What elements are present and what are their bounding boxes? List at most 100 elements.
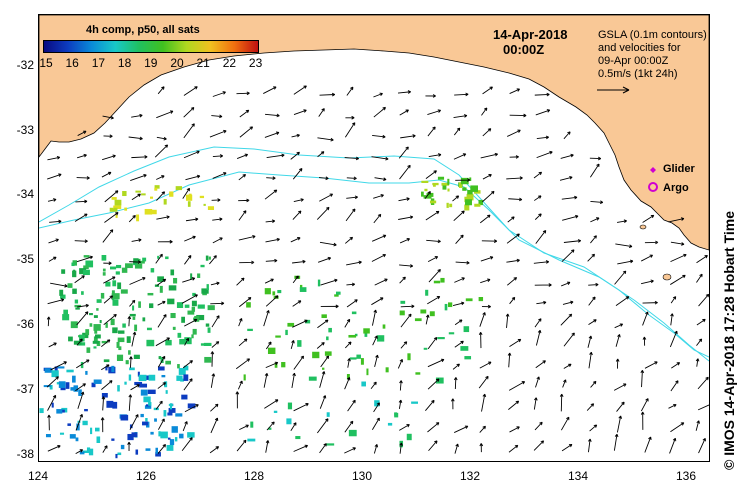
sst-patch [187,310,195,315]
velocity-arrow [506,176,523,180]
velocity-arrow [129,277,146,285]
sst-patch [287,402,293,410]
velocity-arrow [669,330,678,348]
velocity-arrow [76,153,87,159]
legend-argo: Argo [663,182,689,194]
velocity-arrow [212,172,227,179]
velocity-arrow [668,217,685,223]
velocity-arrow [319,371,326,388]
velocity-arrow [129,414,139,430]
velocity-arrow [291,133,300,138]
sst-patch [61,409,65,413]
velocity-arrow [455,234,464,244]
sst-patch [192,292,196,297]
velocity-arrow [211,114,223,119]
sst-patch [268,427,272,430]
velocity-arrow [590,235,597,244]
velocity-arrow [454,340,464,348]
velocity-arrow [76,311,89,326]
sst-patch [149,303,154,309]
velocity-arrow [346,260,362,266]
sst-patch [200,343,206,346]
velocity-arrow [508,444,519,453]
sst-patch [364,333,368,337]
velocity-arrow [425,210,440,221]
sst-patch [286,418,292,425]
colorbar-tick-label: 21 [196,56,210,70]
sst-patch [196,314,205,321]
sst-patch [348,429,357,437]
velocity-arrow [263,86,277,94]
velocity-arrow [293,85,307,95]
sst-patch [187,432,195,438]
colorbar-tick-label: 15 [39,56,53,70]
velocity-arrow [533,171,543,179]
velocity-arrow [47,198,57,202]
velocity-arrow [75,383,86,392]
velocity-arrow [696,338,703,346]
sst-patch [44,368,53,373]
sst-patch [154,185,160,189]
sst-patch [203,203,206,206]
sst-patch [154,187,158,191]
velocity-arrow [184,404,199,413]
velocity-arrow [534,421,543,431]
velocity-arrow [292,210,302,220]
velocity-arrow [398,146,409,159]
velocity-arrow [184,235,196,242]
velocity-arrow [450,398,455,410]
velocity-arrow [452,301,465,307]
velocity-arrow [316,342,325,349]
velocity-arrow [293,109,307,116]
velocity-arrow [534,195,542,201]
velocity-arrow [239,260,255,265]
sst-patch [334,294,339,297]
velocity-arrow [184,337,189,346]
velocity-arrow [509,426,520,433]
velocity-arrow [344,341,352,349]
velocity-arrow [237,380,243,390]
velocity-arrow [480,152,499,159]
sst-patch [117,452,122,456]
velocity-arrow [374,354,379,367]
sst-patch [128,374,132,381]
sst-patch [191,300,197,307]
legend-line-1: GSLA (0.1m contours) [598,29,707,41]
sst-patch [135,190,142,193]
velocity-arrow [424,191,431,199]
legend-line-3: 09-Apr 00:00Z [598,55,669,67]
velocity-arrow [398,215,414,220]
velocity-arrow [536,300,547,305]
velocity-arrow [613,433,619,451]
sst-patch [70,321,78,329]
velocity-arrow [211,341,220,348]
velocity-arrow [425,399,435,411]
velocity-arrow [344,318,351,328]
velocity-arrow [319,241,337,247]
sst-patch [124,381,127,385]
sst-patch [81,291,84,295]
sst-patch [105,322,108,328]
sst-patch [181,394,188,400]
sst-patch [446,202,449,208]
sst-patch [148,374,156,381]
velocity-arrow [47,394,57,411]
sst-patch [208,256,211,260]
velocity-arrow [236,439,247,452]
sst-patch [192,328,197,335]
velocity-arrow [181,437,193,452]
sst-patch [109,266,117,270]
velocity-arrow [509,338,522,347]
velocity-arrow [344,156,360,161]
velocity-arrow [696,273,703,283]
sst-patch [45,434,51,438]
velocity-arrow [481,107,488,116]
velocity-arrow [479,214,491,224]
map-date: 14-Apr-2018 [493,27,568,42]
sst-patch [138,301,141,308]
sst-patch [145,404,150,407]
velocity-arrow [640,254,654,262]
sst-patch [167,412,173,416]
sst-patch [105,281,111,287]
velocity-arrow [185,217,199,222]
